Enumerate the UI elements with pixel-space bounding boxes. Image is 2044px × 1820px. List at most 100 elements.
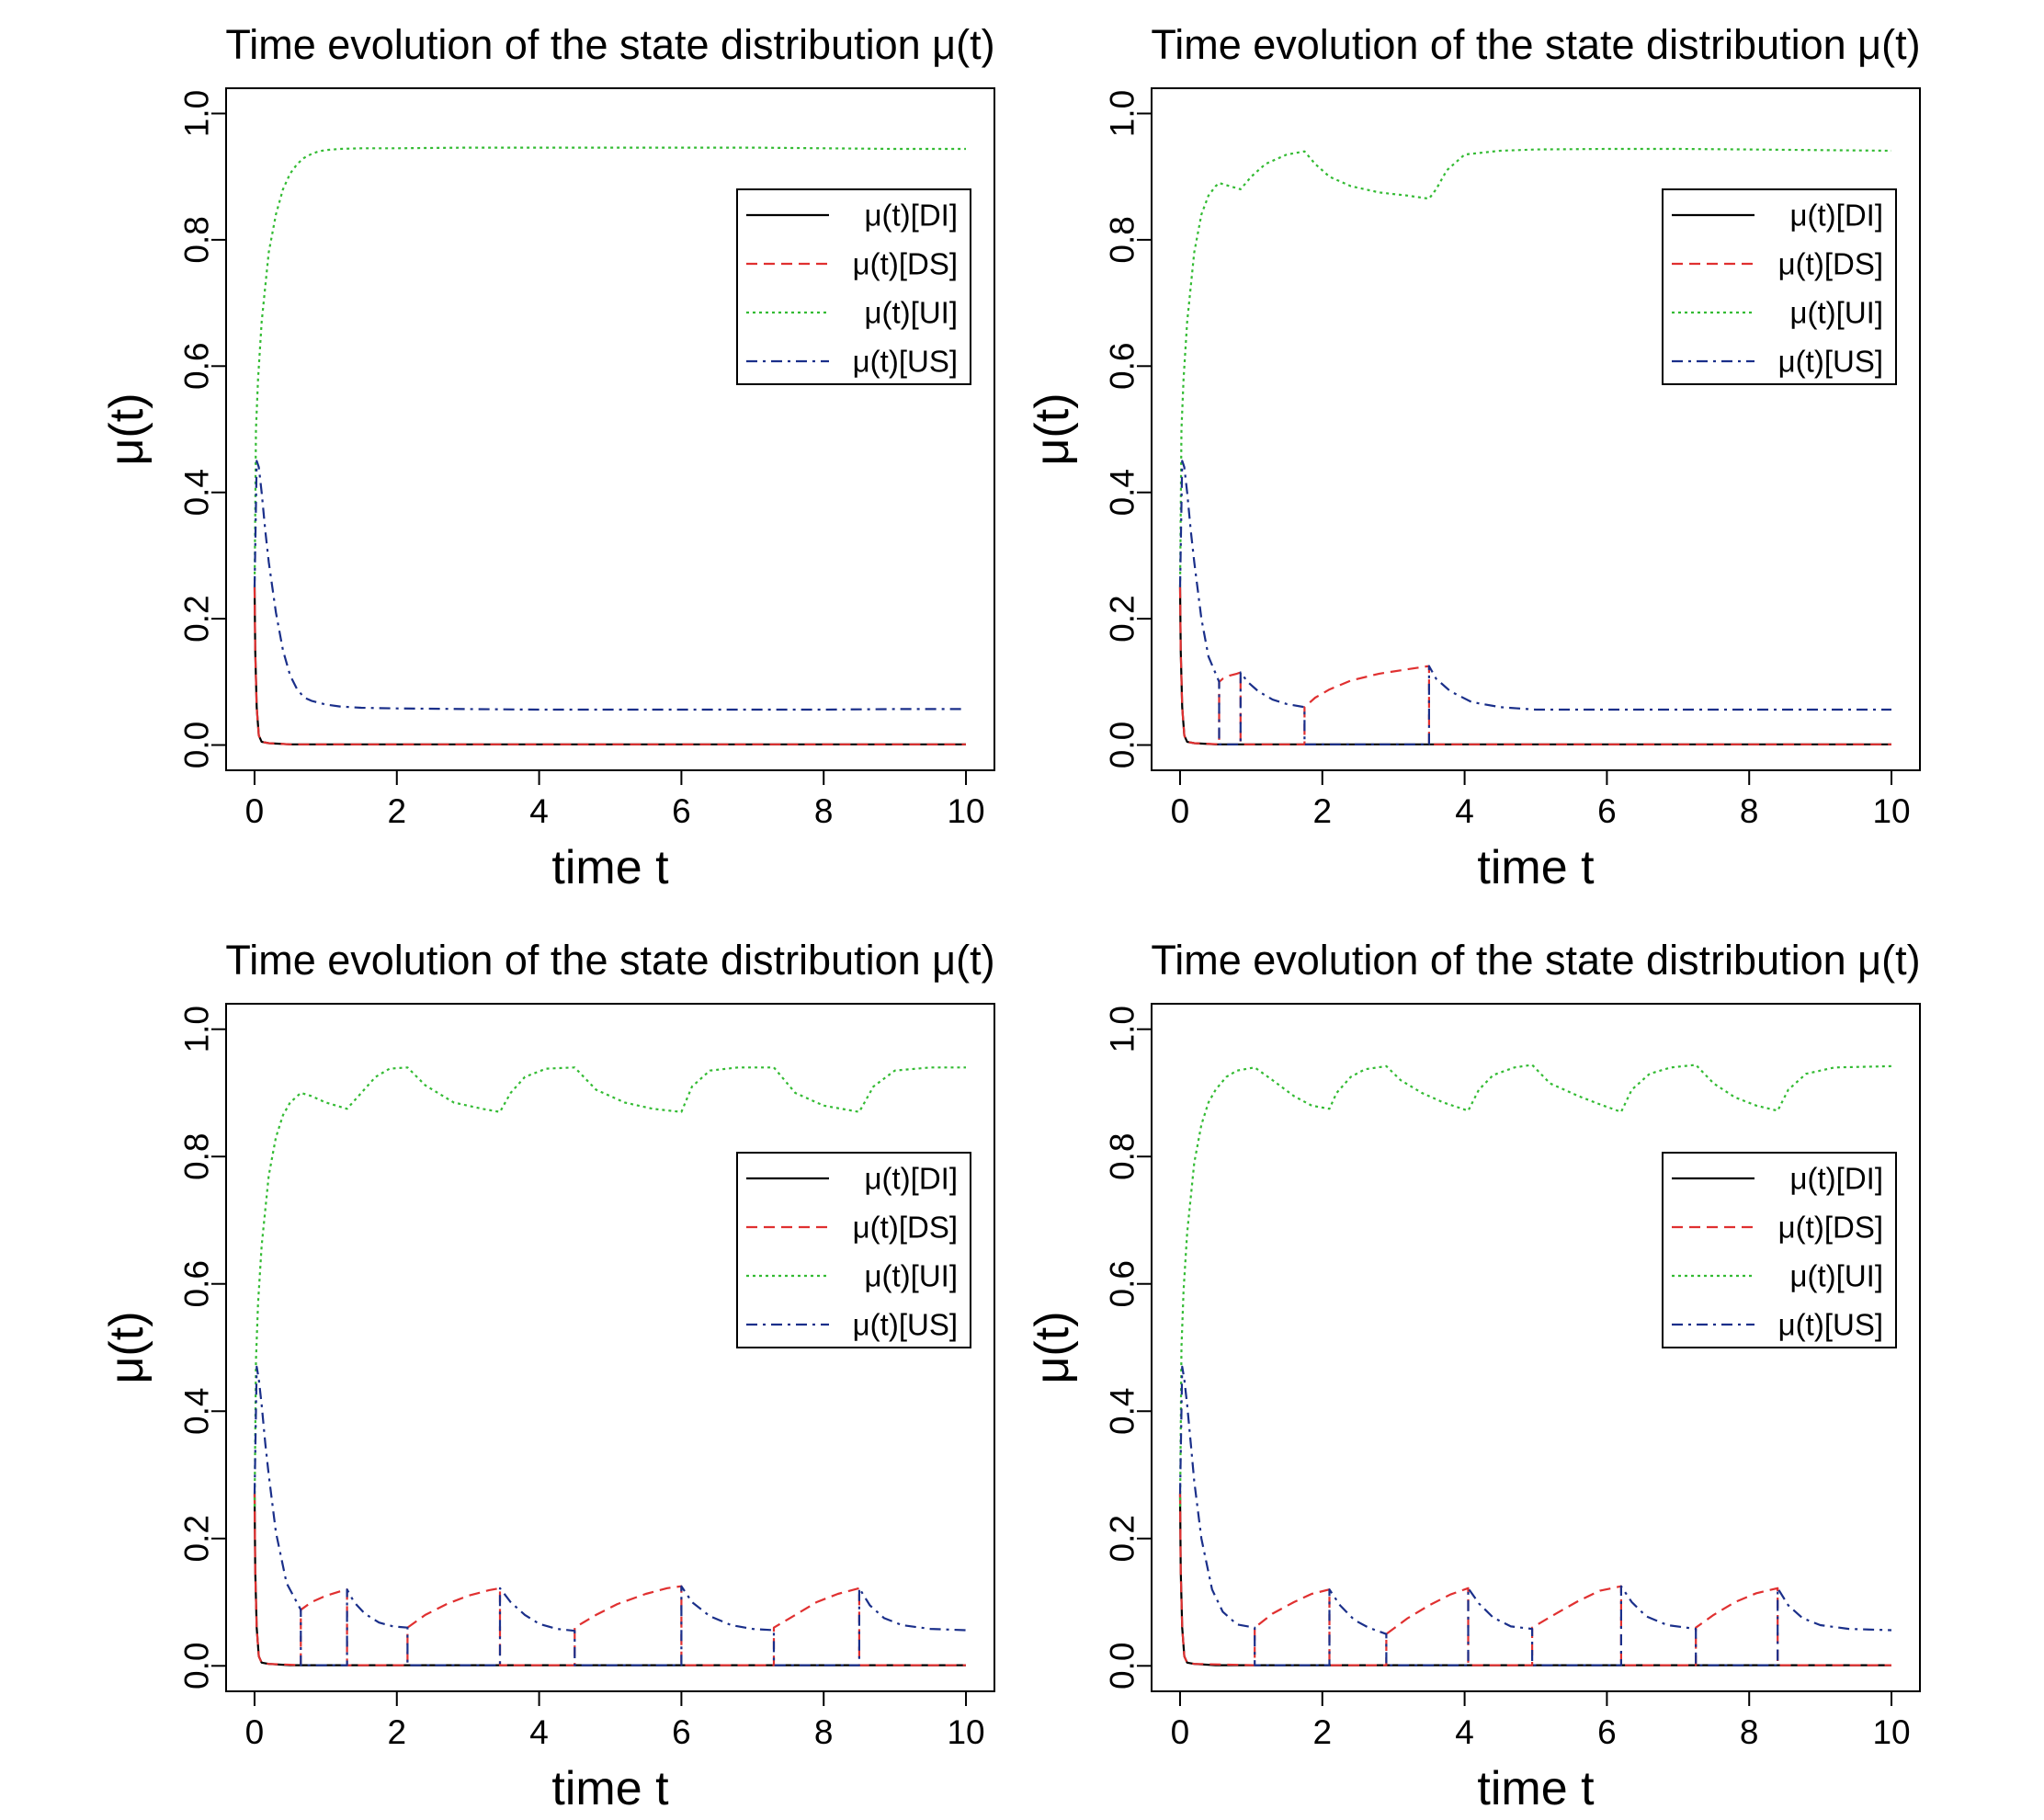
series-line-dotted — [1178, 147, 1892, 587]
x-tick-label: 6 — [672, 792, 691, 830]
legend-entry: μ(t)[UI] — [865, 1259, 959, 1293]
series-line-dashdot — [253, 1365, 967, 1666]
series-line-dashdot — [1178, 1365, 1892, 1666]
y-tick-label: 0.2 — [178, 595, 216, 642]
legend-entry: μ(t)[DS] — [853, 247, 958, 281]
series-line-dotted — [253, 146, 966, 587]
x-tick-label: 2 — [1312, 792, 1332, 830]
y-tick-label: 0.4 — [178, 469, 216, 516]
x-tick-label: 8 — [814, 792, 834, 830]
y-tick-label: 0.4 — [178, 1388, 216, 1435]
y-axis-label: μ(t) — [100, 392, 153, 465]
legend-entry: μ(t)[US] — [853, 345, 958, 379]
y-axis-label: μ(t) — [1026, 1311, 1079, 1383]
x-tick-label: 0 — [245, 1713, 265, 1751]
x-tick-label: 8 — [814, 1713, 834, 1751]
y-axis-label: μ(t) — [100, 1311, 153, 1383]
y-tick-label: 1.0 — [1104, 90, 1141, 137]
series-line-solid — [253, 586, 966, 745]
legend-entry: μ(t)[DS] — [853, 1211, 958, 1245]
y-tick-label: 0.0 — [1104, 722, 1141, 768]
series-line-dashdot — [253, 460, 966, 711]
legend-entry: μ(t)[DI] — [1790, 199, 1884, 233]
y-tick-label: 0.8 — [1104, 1133, 1141, 1180]
x-tick-label: 10 — [947, 1713, 984, 1751]
x-axis-label: time t — [551, 841, 669, 894]
chart-title: Time evolution of the state distribution… — [1151, 21, 1920, 68]
x-tick-label: 6 — [1597, 1713, 1617, 1751]
series-line-dashdot — [1178, 460, 1891, 745]
legend-entry: μ(t)[UI] — [865, 296, 959, 330]
chart-panel-4: Time evolution of the state distribution… — [1026, 937, 1921, 1815]
legend-box — [1662, 1152, 1897, 1348]
legend-box — [736, 188, 971, 385]
y-tick-label: 0.4 — [1104, 1388, 1141, 1435]
chart-panel-2: Time evolution of the state distribution… — [1026, 21, 1921, 894]
legend-entry: μ(t)[UI] — [1790, 296, 1884, 330]
legend: μ(t)[DI] μ(t)[DS] μ(t)[UI] μ(t)[US] — [1662, 188, 1897, 385]
series-line-dashed — [253, 586, 966, 745]
y-tick-label: 0.6 — [178, 1260, 216, 1307]
x-tick-label: 8 — [1740, 1713, 1759, 1751]
x-tick-label: 2 — [387, 1713, 406, 1751]
y-tick-label: 1.0 — [1104, 1006, 1141, 1052]
x-tick-label: 4 — [529, 1713, 549, 1751]
y-tick-label: 0.2 — [178, 1515, 216, 1562]
chart-title: Time evolution of the state distribution… — [1151, 937, 1920, 984]
legend-box — [736, 1152, 971, 1348]
x-tick-label: 0 — [1171, 792, 1190, 830]
y-tick-label: 0.0 — [178, 722, 216, 768]
series-line-dashed — [1178, 1494, 1891, 1666]
x-tick-label: 6 — [672, 1713, 691, 1751]
series-line-solid — [1178, 586, 1891, 745]
x-tick-label: 4 — [1455, 792, 1474, 830]
legend-entry: μ(t)[DS] — [1778, 1211, 1883, 1245]
x-axis-label: time t — [1477, 841, 1595, 894]
x-tick-label: 0 — [1171, 1713, 1190, 1751]
x-axis-label: time t — [1477, 1762, 1595, 1815]
y-tick-label: 0.6 — [1104, 1260, 1141, 1307]
series-line-dashed — [253, 1494, 966, 1666]
x-tick-label: 0 — [245, 792, 265, 830]
legend-entry: μ(t)[US] — [1778, 1308, 1883, 1342]
x-tick-label: 4 — [529, 792, 549, 830]
y-tick-label: 1.0 — [178, 90, 216, 137]
y-tick-label: 0.4 — [1104, 469, 1141, 516]
legend-entry: μ(t)[DI] — [865, 1162, 959, 1196]
y-tick-label: 0.6 — [1104, 343, 1141, 390]
legend-entry: μ(t)[US] — [853, 1308, 958, 1342]
series-line-solid — [1178, 1494, 1891, 1666]
legend-entry: μ(t)[US] — [1778, 345, 1883, 379]
x-tick-label: 8 — [1740, 792, 1759, 830]
x-tick-label: 2 — [1312, 1713, 1332, 1751]
y-tick-label: 0.6 — [178, 343, 216, 390]
legend-box — [1662, 188, 1897, 385]
legend: μ(t)[DI] μ(t)[DS] μ(t)[UI] μ(t)[US] — [1662, 1152, 1897, 1348]
y-tick-label: 0.0 — [1104, 1643, 1141, 1689]
y-tick-label: 0.2 — [1104, 1515, 1141, 1562]
legend-entry: μ(t)[UI] — [1790, 1259, 1884, 1293]
y-tick-label: 0.8 — [178, 216, 216, 263]
series-line-dashed — [1178, 586, 1891, 745]
y-tick-label: 1.0 — [178, 1006, 216, 1052]
y-tick-label: 0.8 — [1104, 216, 1141, 263]
x-axis-label: time t — [551, 1762, 669, 1815]
legend: μ(t)[DI] μ(t)[DS] μ(t)[UI] μ(t)[US] — [736, 188, 971, 385]
x-tick-label: 6 — [1597, 792, 1617, 830]
y-tick-label: 0.2 — [1104, 595, 1141, 642]
x-tick-label: 10 — [1872, 1713, 1910, 1751]
chart-title: Time evolution of the state distribution… — [225, 21, 994, 68]
legend-entry: μ(t)[DI] — [1790, 1162, 1884, 1196]
x-tick-label: 10 — [947, 792, 984, 830]
legend-entry: μ(t)[DI] — [865, 199, 959, 233]
legend-entry: μ(t)[DS] — [1778, 247, 1883, 281]
chart-panel-3: Time evolution of the state distribution… — [100, 937, 995, 1815]
x-tick-label: 10 — [1872, 792, 1910, 830]
y-tick-label: 0.8 — [178, 1133, 216, 1180]
x-tick-label: 2 — [387, 792, 406, 830]
chart-title: Time evolution of the state distribution… — [225, 937, 994, 984]
y-axis-label: μ(t) — [1026, 392, 1079, 465]
chart-panel-1: Time evolution of the state distribution… — [100, 21, 995, 894]
